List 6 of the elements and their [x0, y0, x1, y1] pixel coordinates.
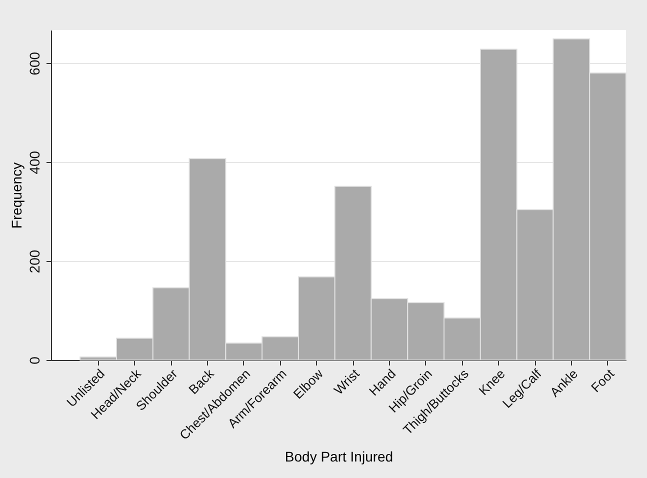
x-axis-title: Body Part Injured [284, 448, 394, 465]
y-tick-label: 200 [26, 250, 42, 274]
y-axis-title: Frequency [8, 162, 24, 229]
y-tick-label: 600 [26, 52, 42, 76]
y-tick-label: 400 [26, 150, 42, 174]
y-tick-label: 0 [26, 356, 42, 364]
